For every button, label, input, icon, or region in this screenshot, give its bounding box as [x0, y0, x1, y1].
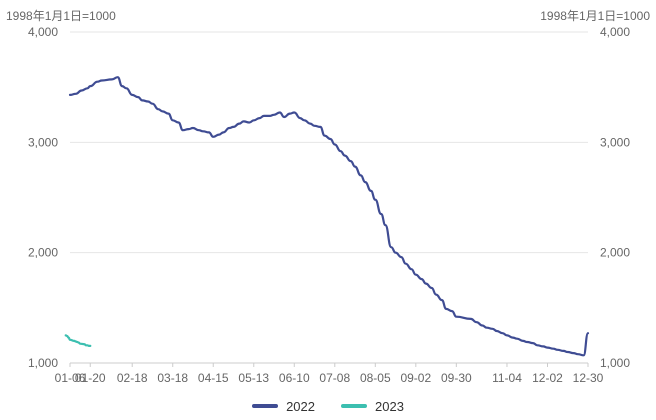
x-tick-label: 02-18	[117, 371, 148, 385]
x-tick-label: 12-30	[573, 371, 604, 385]
legend-swatch-2022	[252, 404, 279, 408]
y-tick-label-left: 2,000	[28, 246, 58, 260]
x-tick-label: 08-05	[360, 371, 391, 385]
right-axis-unit-label: 1998年1月1日=1000	[540, 9, 650, 23]
y-tick-label-left: 3,000	[28, 135, 58, 149]
series-line-2023	[64, 334, 92, 347]
x-tick-label: 01-06	[55, 371, 86, 385]
legend-swatch-2023	[341, 404, 367, 408]
x-tick-label: 09-02	[400, 371, 431, 385]
legend-item-2022[interactable]: 2022	[252, 399, 315, 414]
x-tick-label: 03-18	[157, 371, 188, 385]
y-tick-label-right: 1,000	[600, 356, 630, 370]
x-tick-label: 07-08	[319, 371, 350, 385]
y-tick-label-left: 1,000	[28, 356, 58, 370]
left-axis-unit-label: 1998年1月1日=1000	[6, 9, 116, 23]
legend-label-2023: 2023	[375, 398, 404, 414]
y-tick-label-right: 2,000	[600, 246, 630, 260]
series-line-2022	[68, 76, 590, 357]
y-tick-label-left: 4,000	[28, 25, 58, 39]
x-tick-label: 11-04	[492, 371, 522, 385]
x-tick-label: 05-13	[238, 371, 269, 385]
legend-label-2022: 2022	[286, 398, 315, 414]
x-tick-label: 06-10	[279, 371, 310, 385]
legend-item-2023[interactable]: 2023	[341, 399, 404, 414]
y-tick-label-right: 3,000	[600, 135, 630, 149]
x-tick-label: 01-20	[75, 371, 106, 385]
x-tick-label: 12-02	[532, 371, 563, 385]
x-tick-label: 09-30	[441, 371, 472, 385]
x-tick-label: 04-15	[198, 371, 229, 385]
y-tick-label-right: 4,000	[600, 25, 630, 39]
legend: 2022 2023	[0, 396, 656, 416]
